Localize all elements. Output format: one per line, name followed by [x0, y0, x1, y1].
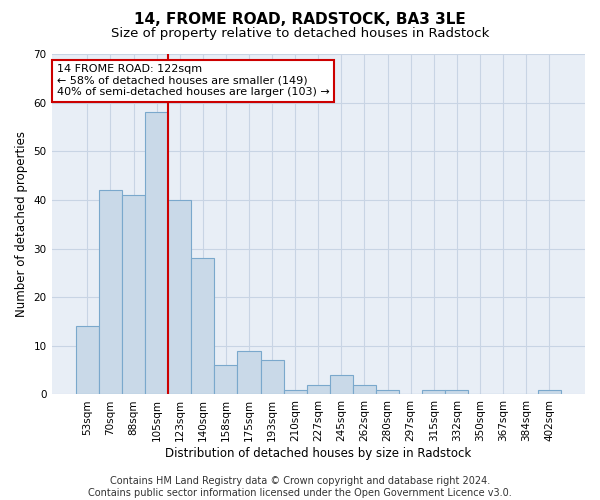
Bar	[284, 390, 307, 394]
Text: 14, FROME ROAD, RADSTOCK, BA3 3LE: 14, FROME ROAD, RADSTOCK, BA3 3LE	[134, 12, 466, 28]
Text: Size of property relative to detached houses in Radstock: Size of property relative to detached ho…	[111, 28, 489, 40]
Bar	[214, 366, 238, 394]
Bar	[168, 200, 191, 394]
Bar	[307, 384, 330, 394]
X-axis label: Distribution of detached houses by size in Radstock: Distribution of detached houses by size …	[165, 447, 472, 460]
Bar	[260, 360, 284, 394]
Text: 14 FROME ROAD: 122sqm
← 58% of detached houses are smaller (149)
40% of semi-det: 14 FROME ROAD: 122sqm ← 58% of detached …	[57, 64, 329, 98]
Y-axis label: Number of detached properties: Number of detached properties	[15, 131, 28, 317]
Bar	[538, 390, 561, 394]
Bar	[445, 390, 469, 394]
Bar	[191, 258, 214, 394]
Bar	[99, 190, 122, 394]
Bar	[122, 195, 145, 394]
Bar	[376, 390, 399, 394]
Bar	[422, 390, 445, 394]
Bar	[330, 375, 353, 394]
Bar	[353, 384, 376, 394]
Text: Contains HM Land Registry data © Crown copyright and database right 2024.
Contai: Contains HM Land Registry data © Crown c…	[88, 476, 512, 498]
Bar	[238, 350, 260, 395]
Bar	[145, 112, 168, 394]
Bar	[76, 326, 99, 394]
